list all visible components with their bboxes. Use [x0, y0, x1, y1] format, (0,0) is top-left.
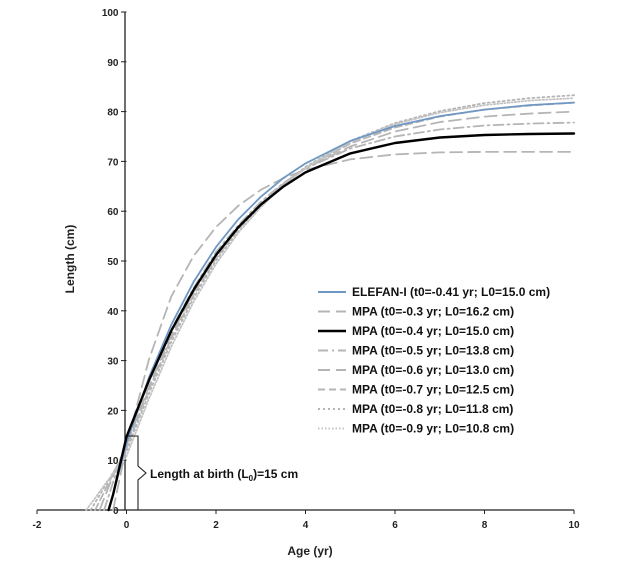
- legend: ELEFAN-I (t0=-0.41 yr; L0=15.0 cm) MPA (t…: [318, 285, 550, 436]
- y-tick-label: 60: [107, 207, 119, 218]
- y-tick-label: 40: [107, 307, 119, 318]
- y-tick-label: 100: [102, 8, 119, 19]
- x-tick-label: 2: [213, 520, 219, 531]
- series-line-2: [107, 132, 576, 512]
- length-at-birth-annotation: Length at birth (L0)=15 cm: [128, 435, 298, 511]
- annotation-text-main: Length at birth (L: [150, 467, 249, 481]
- x-tick-label: 4: [303, 520, 309, 531]
- y-tick-label: 50: [107, 257, 119, 268]
- y-tick-label: 0: [113, 506, 119, 517]
- y-tick-label: 90: [107, 58, 119, 69]
- legend-label-5: MPA (t0=-0.7 yr; L0=12.5 cm): [352, 383, 514, 397]
- series-line-1: [112, 151, 575, 511]
- legend-label-0: ELEFAN-I (t0=-0.41 yr; L0=15.0 cm): [352, 285, 550, 299]
- annotation-text-sub: 0: [249, 474, 254, 483]
- annotation-label: Length at birth (L0)=15 cm: [150, 467, 298, 483]
- x-tick-label: 10: [568, 520, 580, 531]
- legend-label-3: MPA (t0=-0.5 yr; L0=13.8 cm): [352, 344, 514, 358]
- x-tick-label: 6: [392, 520, 398, 531]
- y-tick-label: 70: [107, 157, 119, 168]
- legend-label-7: MPA (t0=-0.9 yr; L0=10.8 cm): [352, 422, 514, 436]
- y-tick-label: 20: [107, 406, 119, 417]
- legend-label-1: MPA (t0=-0.3 yr; L0=16.2 cm): [352, 305, 514, 319]
- y-tick-label: 30: [107, 357, 119, 368]
- x-tick-label: 0: [124, 520, 130, 531]
- series-line-6: [89, 94, 575, 511]
- legend-label-6: MPA (t0=-0.8 yr; L0=11.8 cm): [352, 402, 513, 416]
- y-tick-label: 80: [107, 108, 119, 119]
- y-axis-label: Length (cm): [63, 225, 77, 294]
- x-axis-label: Age (yr): [287, 544, 332, 558]
- annotation-text-end: )=15 cm: [253, 467, 298, 481]
- series-line-7: [85, 97, 575, 511]
- x-tick-label: 8: [482, 520, 488, 531]
- x-tick-label: -2: [33, 520, 42, 531]
- legend-label-2: MPA (t0=-0.4 yr; L0=15.0 cm): [352, 324, 514, 338]
- series-layer: [85, 94, 576, 512]
- legend-label-4: MPA (t0=-0.6 yr; L0=13.0 cm): [352, 363, 514, 377]
- annotation-brace: [128, 435, 147, 511]
- y-tick-label: 10: [107, 456, 119, 467]
